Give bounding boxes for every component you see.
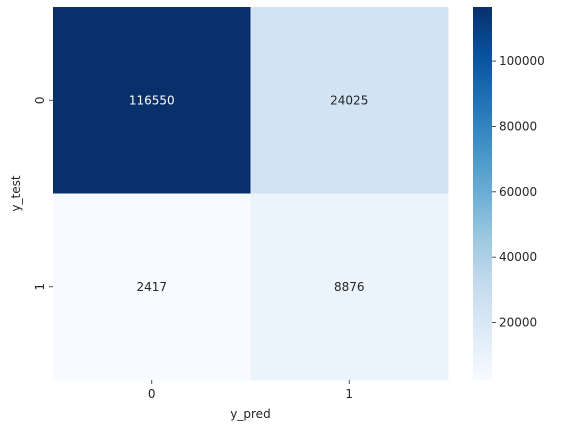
heatmap-cell <box>53 7 251 194</box>
heatmap-cell-labels: 116550 24025 2417 8876 <box>129 93 369 294</box>
colorbar <box>473 7 492 380</box>
colorbar-tick-label: 80000 <box>499 119 537 133</box>
cell-value-label: 2417 <box>136 280 167 294</box>
y-axis-label: y_test <box>9 175 23 211</box>
colorbar-tick-label: 100000 <box>499 54 545 68</box>
colorbar-tick-label: 20000 <box>499 316 537 330</box>
cell-value-label: 24025 <box>330 93 368 107</box>
colorbar-tick-label: 40000 <box>499 250 537 264</box>
colorbar-ticks: 20000 40000 60000 80000 100000 <box>492 54 545 330</box>
x-tick-label: 1 <box>345 387 353 401</box>
y-axis-ticks: 01 <box>33 96 53 291</box>
y-tick-label: 1 <box>33 283 47 291</box>
x-tick-label: 0 <box>148 387 156 401</box>
cell-value-label: 116550 <box>129 93 175 107</box>
heatmap-cell <box>53 193 251 381</box>
y-tick-label: 0 <box>33 96 47 104</box>
colorbar-tick-label: 60000 <box>499 185 537 199</box>
heatmap-cell <box>250 193 449 381</box>
cell-value-label: 8876 <box>334 280 365 294</box>
heatmap-cell <box>250 7 449 194</box>
x-axis-label: y_pred <box>230 407 270 421</box>
heatmap-cells <box>53 7 449 381</box>
